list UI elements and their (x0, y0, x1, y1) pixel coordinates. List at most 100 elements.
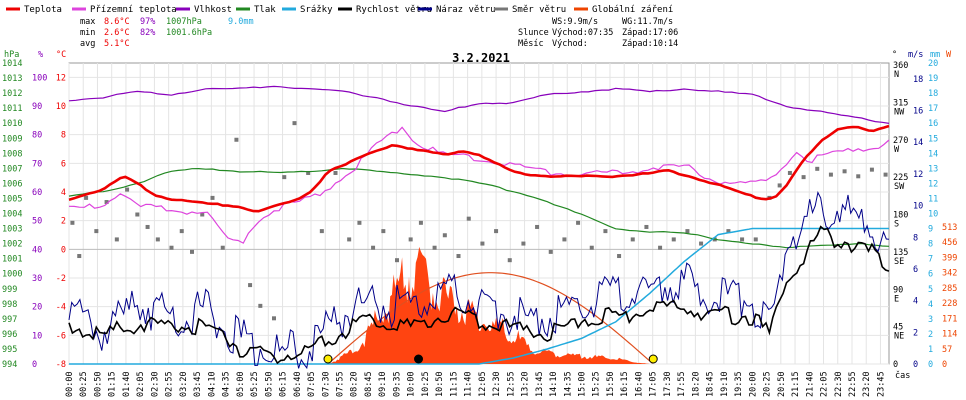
tick-mm: 5 (928, 285, 933, 295)
tick-pct: 60 (32, 188, 42, 198)
stat-wg: WG:11.7m/s (622, 17, 673, 27)
tick-time: 22:05 (820, 371, 830, 397)
tick-time: 12:55 (506, 371, 516, 397)
tick-hpa: 998 (2, 300, 17, 310)
tick-hpa: 1007 (2, 164, 22, 174)
unit-hpa: hPa (4, 50, 19, 60)
tick-time: 10:50 (435, 371, 445, 397)
tick-pct: 30 (32, 274, 42, 284)
tick-deg: 90 (893, 285, 903, 295)
tick-mm: 13 (928, 164, 938, 174)
tick-pct: 40 (32, 245, 42, 255)
tick-time: 14:35 (563, 371, 573, 397)
tick-w: 342 (942, 269, 957, 279)
tick-mm: 6 (928, 270, 933, 280)
tick-time: 10:25 (421, 371, 431, 397)
tick-hpa: 1000 (2, 270, 22, 280)
tick-hpa: 997 (2, 315, 17, 325)
tick-ms: 0 (913, 360, 918, 370)
stat-max-temp: 8.6°C (104, 17, 130, 27)
tick-time: 00:00 (65, 371, 75, 397)
wind-dir-point (220, 245, 225, 250)
wind-dir-point (617, 254, 622, 259)
tick-time: 05:25 (250, 371, 260, 397)
stat-max-label: max (80, 17, 95, 27)
wind-dir-point (77, 254, 82, 259)
wind-dir-point (155, 237, 160, 242)
tick-time: 05:50 (264, 371, 274, 397)
tick-ms: 4 (913, 297, 918, 307)
wind-dir-point (801, 175, 806, 180)
tick-hpa: 994 (2, 360, 17, 370)
wind-dir-point (856, 174, 861, 179)
tick-c: 12 (56, 73, 66, 83)
wind-dir-point (787, 170, 792, 175)
unit-deg: ° (892, 50, 897, 60)
stat-moonset: Západ:10:14 (622, 39, 678, 49)
tick-time: 08:20 (350, 371, 360, 397)
tick-time: 16:15 (620, 371, 630, 397)
tick-time: 17:05 (649, 371, 659, 397)
tick-dir: S (894, 220, 899, 230)
tick-time: 11:15 (449, 371, 459, 397)
wind-dir-point (104, 200, 109, 205)
tick-w: 171 (942, 314, 957, 324)
tick-mm: 0 (928, 360, 933, 370)
tick-time: 03:45 (193, 371, 203, 397)
wind-dir-point (84, 195, 89, 200)
tick-dir: SW (894, 182, 905, 192)
tick-time: 09:10 (378, 371, 388, 397)
unit-mm: mm (930, 50, 940, 60)
tick-deg: 270 (893, 136, 908, 146)
wind-dir-point (210, 195, 215, 200)
wind-dir-point (753, 237, 758, 242)
legend-label-6: Náraz větru (436, 5, 496, 15)
wind-dir-point (777, 183, 782, 188)
tick-ms: 18 (913, 75, 923, 85)
tick-ms: 16 (913, 107, 923, 117)
tick-time: 04:10 (207, 371, 217, 397)
tick-time: 07:55 (335, 371, 345, 397)
series-pressure (68, 167, 890, 249)
tick-time: 02:55 (165, 371, 175, 397)
tick-mm: 2 (928, 330, 933, 340)
legend-label-3: Tlak (254, 5, 276, 15)
wind-dir-point (282, 175, 287, 180)
tick-ms: 14 (913, 138, 923, 148)
tick-hpa: 1005 (2, 194, 22, 204)
wind-dir-point (333, 170, 338, 175)
tick-time: 19:35 (734, 371, 744, 397)
tick-time: 22:55 (848, 371, 858, 397)
tick-mm: 3 (928, 315, 933, 325)
tick-time: 06:15 (279, 371, 289, 397)
tick-mm: 17 (928, 104, 938, 114)
tick-pct: 80 (32, 131, 42, 141)
wind-dir-point (200, 212, 205, 217)
tick-mm: 12 (928, 179, 938, 189)
legend-label-0: Teplota (24, 5, 62, 15)
tick-time: 13:20 (521, 371, 531, 397)
stats-block: max 8.6°C 97% 1007hPa 9.0mm min 2.6°C 82… (80, 17, 678, 49)
wind-dir-point (644, 224, 649, 229)
tick-time: 11:40 (464, 371, 474, 397)
wind-dir-point (169, 245, 174, 250)
tick-time: 12:05 (478, 371, 488, 397)
wind-dir-point (94, 229, 99, 234)
series-humidity (68, 85, 890, 124)
tick-c: 0 (61, 245, 66, 255)
wind-dir-point (70, 220, 75, 225)
tick-deg: 45 (893, 323, 903, 333)
tick-time: 21:15 (791, 371, 801, 397)
wind-dir-point (883, 172, 888, 177)
wind-dir-point (418, 220, 423, 225)
series-ground-temp (68, 126, 890, 244)
wind-dir-point (347, 237, 352, 242)
tick-mm: 9 (928, 225, 933, 235)
tick-time: 19:10 (720, 371, 730, 397)
grid (68, 62, 890, 365)
tick-time: 08:45 (364, 371, 374, 397)
tick-mm: 7 (928, 255, 933, 265)
tick-dir: W (894, 145, 900, 155)
tick-mm: 14 (928, 149, 938, 159)
